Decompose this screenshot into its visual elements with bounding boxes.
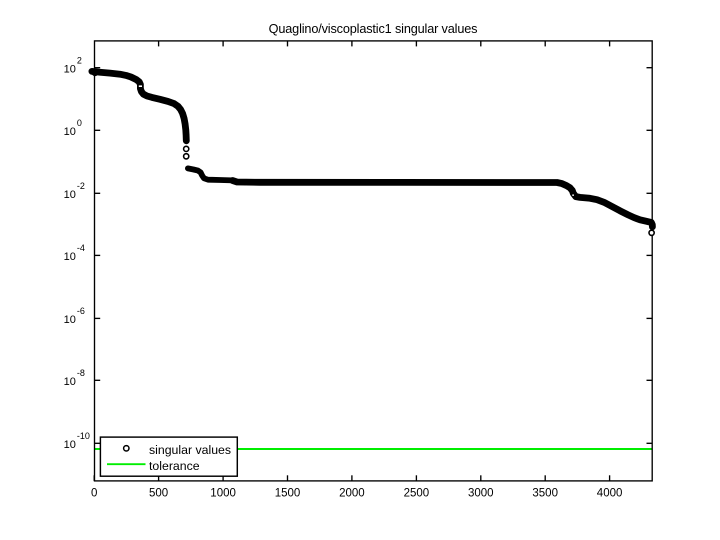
svg-text:3000: 3000 [468,488,494,500]
svg-text:2: 2 [77,55,82,65]
svg-text:10: 10 [64,314,76,326]
svg-text:-4: -4 [77,243,85,253]
svg-text:0: 0 [77,118,82,128]
svg-text:4000: 4000 [597,488,623,500]
svg-text:10: 10 [64,189,76,201]
svg-text:0: 0 [91,488,97,500]
svg-text:singular values: singular values [149,443,231,457]
svg-text:-8: -8 [77,368,85,378]
svg-text:3500: 3500 [532,488,558,500]
svg-text:10: 10 [64,63,76,75]
svg-text:10: 10 [64,439,76,451]
svg-text:-2: -2 [77,181,85,191]
svg-text:-10: -10 [77,431,90,441]
svg-text:10: 10 [64,251,76,263]
svg-text:tolerance: tolerance [149,459,200,473]
svg-text:Quaglino/viscoplastic1 singula: Quaglino/viscoplastic1 singular values [269,22,478,36]
svg-text:10: 10 [64,376,76,388]
svg-text:10: 10 [64,126,76,138]
svg-text:2500: 2500 [404,488,430,500]
svg-text:500: 500 [149,488,168,500]
svg-text:1500: 1500 [275,488,301,500]
svg-text:2000: 2000 [339,488,365,500]
svg-text:-6: -6 [77,306,85,316]
svg-text:1000: 1000 [210,488,236,500]
